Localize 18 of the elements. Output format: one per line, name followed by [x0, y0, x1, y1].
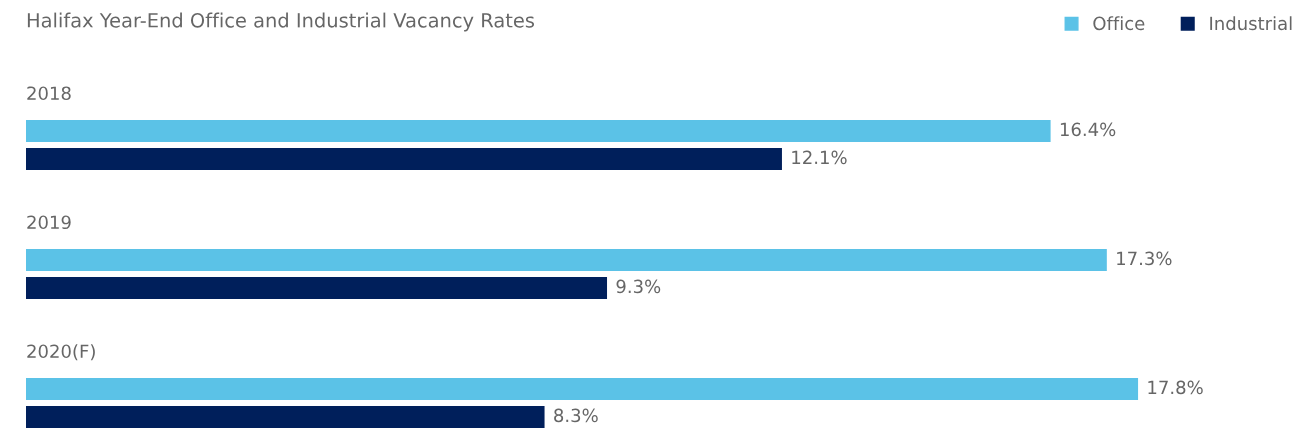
- data-label: 17.8%: [1148, 380, 1203, 395]
- chart-title: Halifax Year-End Office and Industrial Vacancy Rates: [27, 12, 535, 32]
- data-label: 9.3%: [616, 279, 661, 294]
- legend-label: Industrial: [1210, 16, 1292, 31]
- data-label: 16.4%: [1060, 122, 1116, 137]
- data-label: 12.1%: [792, 150, 847, 165]
- y-tick-label: 2020(F): [27, 344, 95, 361]
- bar: [26, 147, 782, 170]
- legend-label: Office: [1093, 16, 1145, 31]
- y-tick-label: 2018: [27, 86, 71, 101]
- data-label: 8.3%: [554, 408, 598, 423]
- y-tick-label: 2019: [27, 215, 71, 230]
- bar: [26, 119, 1051, 142]
- data-label: 17.3%: [1117, 251, 1172, 266]
- bar: [26, 248, 1107, 271]
- bar: [26, 406, 545, 428]
- bar: [26, 276, 608, 299]
- bar: [26, 378, 1139, 400]
